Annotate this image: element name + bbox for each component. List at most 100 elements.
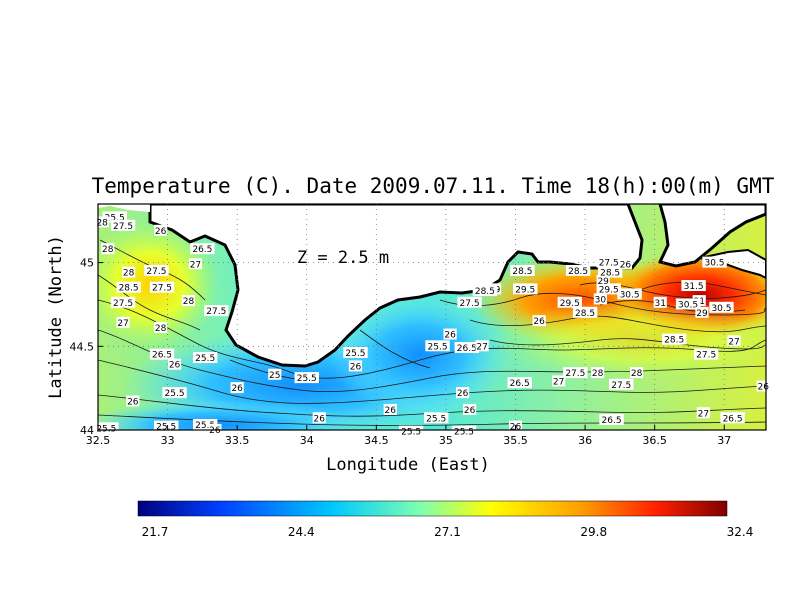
contour-label: 26.5 — [454, 341, 479, 354]
contour-label-text: 29 — [696, 309, 708, 319]
contour-label: 30 — [593, 293, 607, 305]
colorbar-tick-label: 24.4 — [288, 525, 315, 539]
contour-label: 25.5 — [94, 422, 119, 434]
contour-label: 26.5 — [149, 348, 175, 361]
contour-label-text: 30 — [595, 295, 607, 305]
contour-label-text: 27.5 — [696, 351, 716, 361]
contour-label-text: 27 — [728, 337, 739, 347]
contour-label: 27.5 — [110, 296, 136, 309]
contour-label-background — [230, 382, 244, 394]
contour-label-text: 28.5 — [575, 309, 595, 319]
contour-label: 26.5 — [190, 243, 215, 255]
contour-label-background — [695, 306, 709, 318]
contour-label: 26 — [312, 412, 326, 424]
contour-label: 26 — [756, 380, 770, 392]
contour-label-background — [425, 340, 450, 352]
x-tick-label: 37 — [717, 434, 731, 447]
contour-label-background — [154, 321, 168, 333]
contour-label-background — [532, 315, 546, 327]
contour-label-background — [101, 243, 115, 255]
contour-label-background — [95, 216, 109, 228]
contour-label-background — [204, 305, 229, 317]
depth-label: Z = 2.5 m — [297, 248, 389, 268]
contour-label-background — [661, 333, 687, 345]
contour-label: 27.5 — [204, 305, 229, 317]
contour-label-background — [312, 412, 326, 424]
contour-label-text: 27.5 — [565, 369, 585, 379]
contour-label-background — [149, 348, 175, 360]
contour-label-text: 27.5 — [152, 284, 172, 294]
contour-label: 28.5 — [510, 264, 535, 277]
contour-label: 28 — [154, 321, 168, 334]
colorbar-ticks: 21.7 24.4 27.1 29.8 32.4 — [142, 525, 754, 539]
contour-label-text: 27.5 — [599, 259, 619, 269]
contour-label-background — [618, 258, 633, 270]
contour-label-background — [557, 296, 582, 308]
x-tick-label: 35.5 — [503, 434, 528, 447]
contour-label-text: 28 — [631, 369, 643, 379]
contour-label: 30.5 — [675, 298, 701, 310]
contour-label-text: 28 — [96, 218, 108, 228]
land-west-strip — [98, 204, 150, 212]
contour-label-background — [162, 387, 187, 399]
contour-label-background — [593, 293, 607, 305]
contour-label-background — [552, 375, 566, 387]
contour-label-background — [126, 395, 140, 407]
contour-label-text: 26 — [127, 398, 139, 408]
contour-label-background — [443, 328, 457, 340]
contour-label-text: 29.5 — [560, 299, 580, 309]
contour-label-background — [475, 340, 489, 352]
contour-label-background — [190, 243, 215, 255]
contour-label-text: 25.5 — [454, 428, 474, 438]
contour-label-background — [720, 412, 745, 424]
contour-label-background — [675, 298, 701, 310]
contour-label-text: 27 — [698, 409, 709, 419]
colorbar-gradient — [137, 500, 728, 517]
contour-label-text: 26 — [533, 317, 545, 327]
colorbar-tick-label: 29.8 — [580, 525, 607, 539]
contour-label-background — [510, 264, 535, 276]
contour-label: 26 — [126, 395, 140, 408]
contour-label-text: 28.5 — [600, 269, 620, 279]
contour-label-background — [629, 367, 644, 379]
contour-label-text: 26 — [314, 414, 326, 424]
contour-label-background — [702, 256, 727, 268]
warm-region-east-south — [490, 300, 766, 380]
contour-label: 25.5 — [192, 352, 218, 364]
contour-label: 28.5 — [565, 264, 591, 277]
contour-label: 28 — [122, 266, 136, 279]
x-tick-label: 35 — [439, 434, 453, 447]
contour-label-background — [94, 422, 119, 434]
contour-label-text: 25.5 — [401, 428, 421, 438]
contour-label-background — [472, 285, 498, 297]
contour-label-text: 25.5 — [156, 423, 176, 433]
contour-label-background — [192, 418, 218, 430]
contour-label-text: 25.5 — [96, 424, 116, 434]
contour-label-text: 28.5 — [568, 267, 588, 277]
x-axis-label: Longitude (East) — [326, 455, 490, 475]
contour-label: 27.5 — [457, 296, 482, 309]
contour-label-background — [456, 387, 470, 399]
contour-label: 28 — [101, 243, 115, 255]
contour-label-background — [457, 296, 482, 308]
contour-label: 25.5 — [153, 420, 179, 433]
contour-label-text: 28 — [123, 269, 135, 279]
colorbar-tick-label: 21.7 — [142, 525, 169, 539]
x-tick-label: 34.5 — [364, 434, 389, 447]
contour-label-text: 27.5 — [146, 267, 166, 277]
contour-label: 26 — [462, 403, 477, 416]
contour-label-background — [653, 296, 667, 308]
contour-label-background — [348, 360, 363, 372]
contour-label: 26.5 — [720, 412, 745, 424]
contour-label: 28.5 — [572, 306, 598, 319]
contour-label-text: 28 — [183, 297, 195, 307]
contour-label-background — [343, 346, 368, 358]
contour-label-background — [383, 403, 397, 415]
contour-label: 28 — [629, 367, 644, 379]
contour-label-background — [167, 358, 182, 370]
x-tick-label: 36 — [578, 434, 592, 447]
contour-label-text: 26 — [155, 227, 167, 237]
contour-label: 26 — [154, 224, 168, 237]
contour-label: 27 — [475, 340, 489, 352]
